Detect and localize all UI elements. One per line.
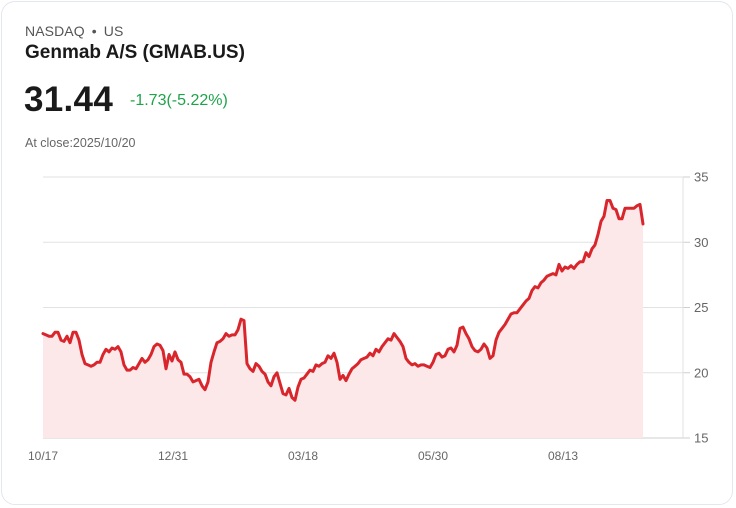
- current-price: 31.44: [24, 80, 114, 119]
- x-tick-label: 12/31: [158, 449, 188, 463]
- y-tick-label: 35: [694, 170, 708, 185]
- y-tick-label: 20: [694, 365, 708, 380]
- exchange-line: NASDAQ • US: [25, 23, 123, 39]
- x-tick-label: 05/30: [418, 449, 448, 463]
- price-line: [41, 199, 645, 402]
- y-tick-label: 25: [694, 300, 708, 315]
- separator-dot: •: [91, 23, 97, 39]
- y-tick-label: 30: [694, 235, 708, 250]
- stock-title: Genmab A/S (GMAB.US): [25, 42, 245, 63]
- price-area-fill: [43, 200, 643, 438]
- x-tick-label: 10/17: [28, 449, 58, 463]
- x-axis: 10/17 12/31 03/18 05/30 08/13: [28, 449, 578, 463]
- region: US: [103, 23, 124, 39]
- y-tick-label: 15: [694, 431, 708, 446]
- x-tick-label: 03/18: [288, 449, 318, 463]
- price-change: -1.73(-5.22%): [130, 92, 228, 109]
- y-axis: 35 30 25 20 15: [694, 170, 708, 446]
- exchange-name: NASDAQ: [25, 23, 85, 39]
- close-date: At close:2025/10/20: [25, 136, 136, 150]
- x-tick-label: 08/13: [548, 449, 578, 463]
